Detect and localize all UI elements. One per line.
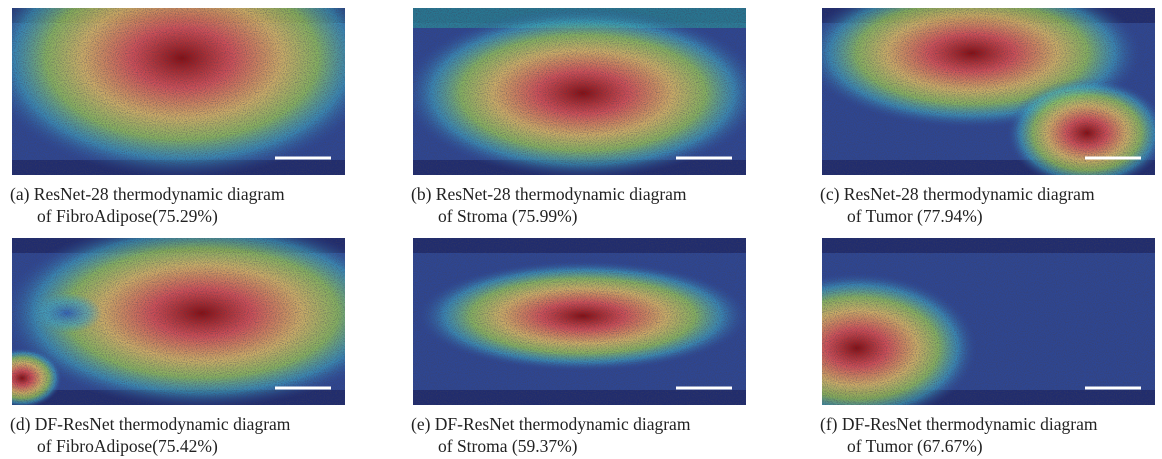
speckle bbox=[12, 238, 345, 405]
heatmap-image bbox=[403, 8, 763, 178]
caption-line: of Tumor (67.67%) bbox=[847, 436, 983, 456]
speckle bbox=[413, 238, 746, 405]
heatmap-image bbox=[413, 238, 748, 405]
heatmap-layer bbox=[802, 0, 1162, 188]
caption-line: of Stroma (75.99%) bbox=[438, 206, 578, 226]
caption-line: (e) DF-ResNet thermodynamic diagram bbox=[411, 414, 691, 434]
speckle bbox=[413, 8, 746, 175]
caption-line: (d) DF-ResNet thermodynamic diagram bbox=[10, 414, 291, 434]
caption-line: (b) ResNet-28 thermodynamic diagram bbox=[411, 184, 687, 204]
heatmap-image bbox=[737, 238, 1155, 423]
heatmap-image bbox=[802, 0, 1162, 188]
heatmap-image bbox=[0, 0, 382, 178]
speckle bbox=[822, 238, 1155, 405]
caption-line: of Stroma (59.37%) bbox=[438, 436, 578, 456]
caption-line: of Tumor (77.94%) bbox=[847, 206, 983, 226]
caption-line: of FibroAdipose(75.29%) bbox=[37, 206, 218, 226]
caption-line: of FibroAdipose(75.42%) bbox=[37, 436, 218, 456]
speckle bbox=[12, 8, 345, 175]
heatmap-layer bbox=[0, 218, 402, 408]
figure: (a) ResNet-28 thermodynamic diagramof Fi… bbox=[0, 0, 1162, 459]
speckle bbox=[822, 8, 1155, 175]
heatmap-layer bbox=[403, 8, 763, 178]
heatmap-layer bbox=[0, 0, 382, 178]
caption-line: (f) DF-ResNet thermodynamic diagram bbox=[820, 414, 1098, 434]
heatmap-layer bbox=[737, 238, 1155, 423]
heatmap-layer bbox=[413, 238, 748, 405]
heatmap-image bbox=[0, 218, 402, 408]
caption-line: (c) ResNet-28 thermodynamic diagram bbox=[820, 184, 1095, 204]
caption-line: (a) ResNet-28 thermodynamic diagram bbox=[10, 184, 285, 204]
